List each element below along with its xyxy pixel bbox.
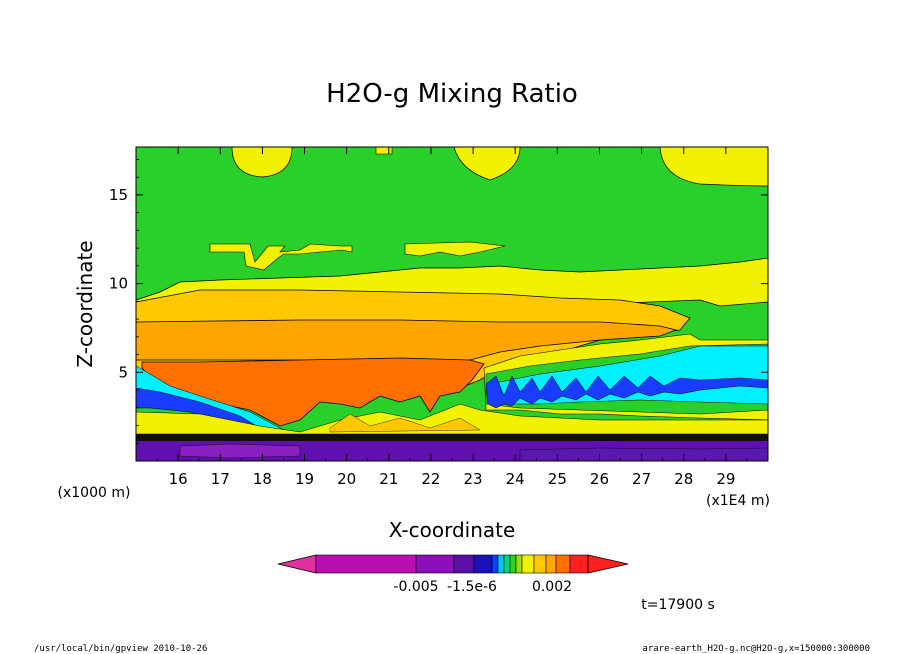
colorbar-segment (453, 554, 475, 574)
colorbar-segment (509, 554, 517, 574)
field-violet-patch (179, 443, 301, 459)
colorbar-min-arrow (277, 554, 317, 574)
y-tick-label: 5 (118, 363, 128, 381)
colorbar-label: 0.002 (532, 579, 572, 595)
y-axis-title: Z-coordinate (73, 240, 97, 367)
y-tick-label: 10 (109, 275, 128, 293)
x-tick-label: 28 (674, 470, 693, 488)
field-yellow-top-2 (453, 146, 521, 181)
colorbar-segment (555, 554, 571, 574)
field-yellow-mid-2 (404, 241, 506, 257)
colorbar (277, 554, 629, 574)
x-tick-label: 23 (464, 470, 483, 488)
y-tick-label: 15 (109, 186, 128, 204)
x-tick-label: 25 (548, 470, 567, 488)
colorbar-segment (415, 554, 455, 574)
footer-left: /usr/local/bin/gpview 2010-10-26 (34, 644, 207, 654)
x-tick-label: 21 (379, 470, 398, 488)
x-tick-label: 19 (295, 470, 314, 488)
field-light-orange-lower (329, 413, 481, 433)
field-yellow-top-1 (231, 146, 293, 178)
field-yellow-mid-1 (209, 243, 353, 271)
contour-band-dark (136, 434, 768, 441)
field-yellow-top-4 (375, 146, 393, 155)
chart-title: H2O-g Mixing Ratio (326, 79, 578, 109)
colorbar-label: -0.005 (393, 579, 438, 595)
x-tick-label: 18 (253, 470, 272, 488)
colorbar-segment (515, 554, 523, 574)
time-label: t=17900 s (641, 597, 715, 613)
colorbar-segment (521, 554, 535, 574)
colorbar-segment (503, 554, 511, 574)
x-tick-label: 20 (337, 470, 356, 488)
x-tick-label: 24 (506, 470, 525, 488)
y-axis: 5 10 15 (109, 159, 768, 444)
x-tick-label: 22 (421, 470, 440, 488)
colorbar-segment (491, 554, 499, 574)
x-tick-label: 27 (632, 470, 651, 488)
colorbar-segment (545, 554, 557, 574)
y-units-label: (x1000 m) (58, 485, 131, 501)
x-units-label: (x1E4 m) (706, 493, 770, 509)
colorbar-segment (497, 554, 505, 574)
x-axis-title: X-coordinate (389, 518, 516, 542)
x-tick-label: 29 (716, 470, 735, 488)
x-tick-label: 16 (169, 470, 188, 488)
field-yellow-top-3 (659, 146, 769, 187)
colorbar-label: -1.5e-6 (447, 579, 497, 595)
colorbar-segment (533, 554, 547, 574)
colorbar-segment (473, 554, 493, 574)
colorbar-labels: -0.005 -1.5e-6 0.002 (393, 579, 572, 595)
colorbar-segment (569, 554, 589, 574)
x-axis: 16 17 18 19 20 21 22 23 24 25 26 27 28 29 (156, 147, 748, 488)
footer-right: arare-earth_H2O-g.nc@H2O-g,x=150000:3000… (642, 644, 870, 654)
colorbar-max-arrow (587, 554, 629, 574)
plot-area (135, 146, 769, 462)
colorbar-segment (315, 554, 417, 574)
x-tick-label: 17 (211, 470, 230, 488)
x-tick-label: 26 (590, 470, 609, 488)
